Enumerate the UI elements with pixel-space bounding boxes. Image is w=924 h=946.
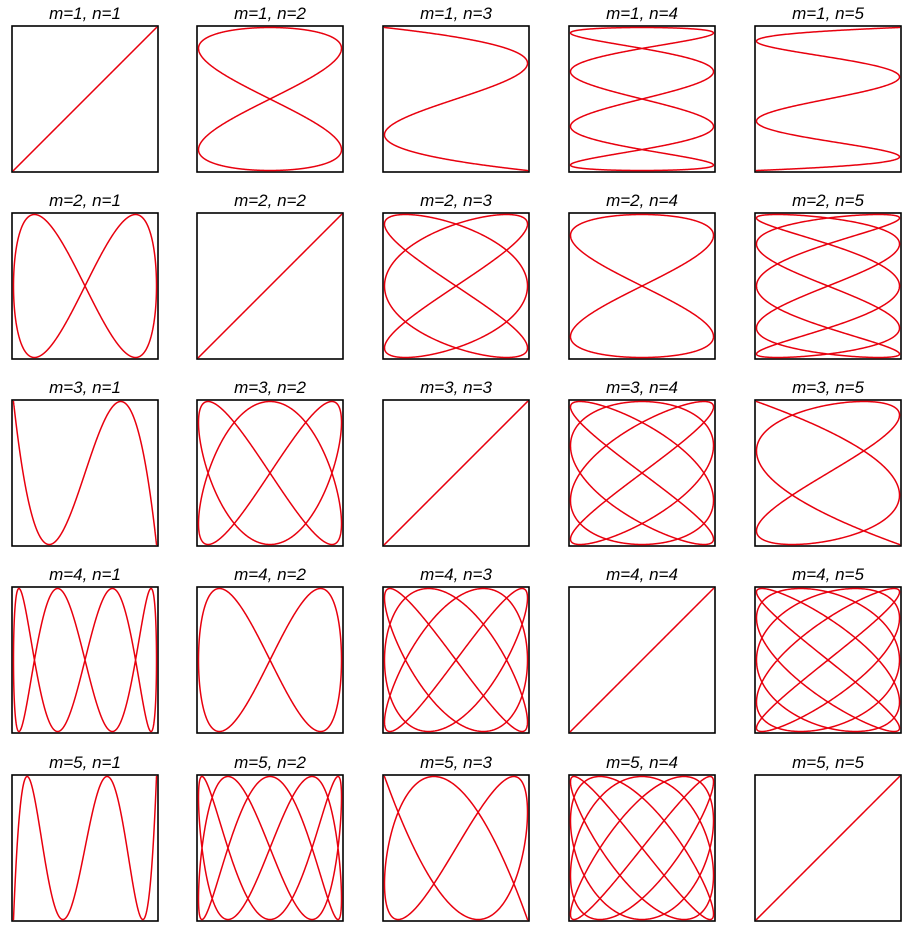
panel-title: m=3, n=4 [606, 378, 678, 397]
panel-m2-n2: m=2, n=2 [196, 191, 344, 360]
panel-m1-n5: m=1, n=5 [754, 4, 902, 173]
panel-title: m=4, n=1 [49, 565, 121, 584]
panel-title: m=2, n=4 [606, 191, 678, 210]
panel-title: m=2, n=2 [234, 191, 306, 210]
panel-m3-n3: m=3, n=3 [382, 378, 530, 547]
lissajous-curve [755, 587, 901, 733]
panel-title: m=4, n=2 [234, 565, 306, 584]
panel-title: m=4, n=4 [606, 565, 678, 584]
panel-title: m=2, n=5 [792, 191, 864, 210]
panel-title: m=5, n=4 [606, 753, 678, 772]
lissajous-curve [383, 213, 529, 359]
lissajous-curve [569, 213, 715, 359]
lissajous-curve [197, 775, 343, 921]
lissajous-curve [383, 775, 529, 921]
panel-title: m=4, n=3 [420, 565, 492, 584]
panel-m1-n2: m=1, n=2 [196, 4, 344, 173]
lissajous-curve [569, 587, 715, 733]
panel-title: m=3, n=2 [234, 378, 306, 397]
lissajous-curve [569, 400, 715, 546]
panel-m5-n2: m=5, n=2 [196, 753, 344, 922]
lissajous-curve [569, 26, 715, 172]
lissajous-curve [755, 400, 901, 546]
panel-m2-n5: m=2, n=5 [754, 191, 902, 360]
panel-m5-n4: m=5, n=4 [568, 753, 716, 922]
panel-m5-n1: m=5, n=1 [11, 753, 159, 922]
panel-m3-n4: m=3, n=4 [568, 378, 716, 547]
lissajous-curve [197, 213, 343, 359]
lissajous-curve [755, 26, 901, 172]
lissajous-curve [569, 775, 715, 921]
panel-title: m=5, n=5 [792, 753, 864, 772]
lissajous-curve [197, 400, 343, 546]
lissajous-curve [12, 26, 158, 172]
panel-m2-n3: m=2, n=3 [382, 191, 530, 360]
panel-m1-n3: m=1, n=3 [382, 4, 530, 173]
panel-m3-n5: m=3, n=5 [754, 378, 902, 547]
lissajous-curve [12, 213, 158, 359]
lissajous-curve [197, 587, 343, 733]
panel-title: m=4, n=5 [792, 565, 864, 584]
lissajous-curve [12, 587, 158, 733]
panel-title: m=5, n=2 [234, 753, 306, 772]
lissajous-curve [755, 213, 901, 359]
lissajous-curve [197, 26, 343, 172]
panel-m3-n2: m=3, n=2 [196, 378, 344, 547]
lissajous-curve [12, 400, 158, 546]
lissajous-curve [12, 775, 158, 921]
panel-m4-n4: m=4, n=4 [568, 565, 716, 734]
panel-title: m=1, n=4 [606, 4, 678, 23]
panel-title: m=1, n=2 [234, 4, 306, 23]
panel-m4-n2: m=4, n=2 [196, 565, 344, 734]
panel-m4-n3: m=4, n=3 [382, 565, 530, 734]
panel-m2-n4: m=2, n=4 [568, 191, 716, 360]
panel-title: m=5, n=1 [49, 753, 121, 772]
panel-m1-n4: m=1, n=4 [568, 4, 716, 173]
panel-m2-n1: m=2, n=1 [11, 191, 159, 360]
panel-title: m=1, n=1 [49, 4, 121, 23]
panel-m5-n5: m=5, n=5 [754, 753, 902, 922]
panel-title: m=1, n=3 [420, 4, 492, 23]
lissajous-curve [383, 587, 529, 733]
lissajous-curve [383, 400, 529, 546]
panel-m4-n5: m=4, n=5 [754, 565, 902, 734]
lissajous-curve [755, 775, 901, 921]
panel-m4-n1: m=4, n=1 [11, 565, 159, 734]
panel-m5-n3: m=5, n=3 [382, 753, 530, 922]
panel-title: m=3, n=5 [792, 378, 864, 397]
panel-frame [568, 212, 716, 360]
panel-title: m=5, n=3 [420, 753, 492, 772]
panel-m3-n1: m=3, n=1 [11, 378, 159, 547]
panel-title: m=1, n=5 [792, 4, 864, 23]
panel-title: m=2, n=1 [49, 191, 121, 210]
panel-m1-n1: m=1, n=1 [11, 4, 159, 173]
panel-title: m=3, n=1 [49, 378, 121, 397]
panel-title: m=3, n=3 [420, 378, 492, 397]
panel-title: m=2, n=3 [420, 191, 492, 210]
lissajous-curve [383, 26, 529, 172]
